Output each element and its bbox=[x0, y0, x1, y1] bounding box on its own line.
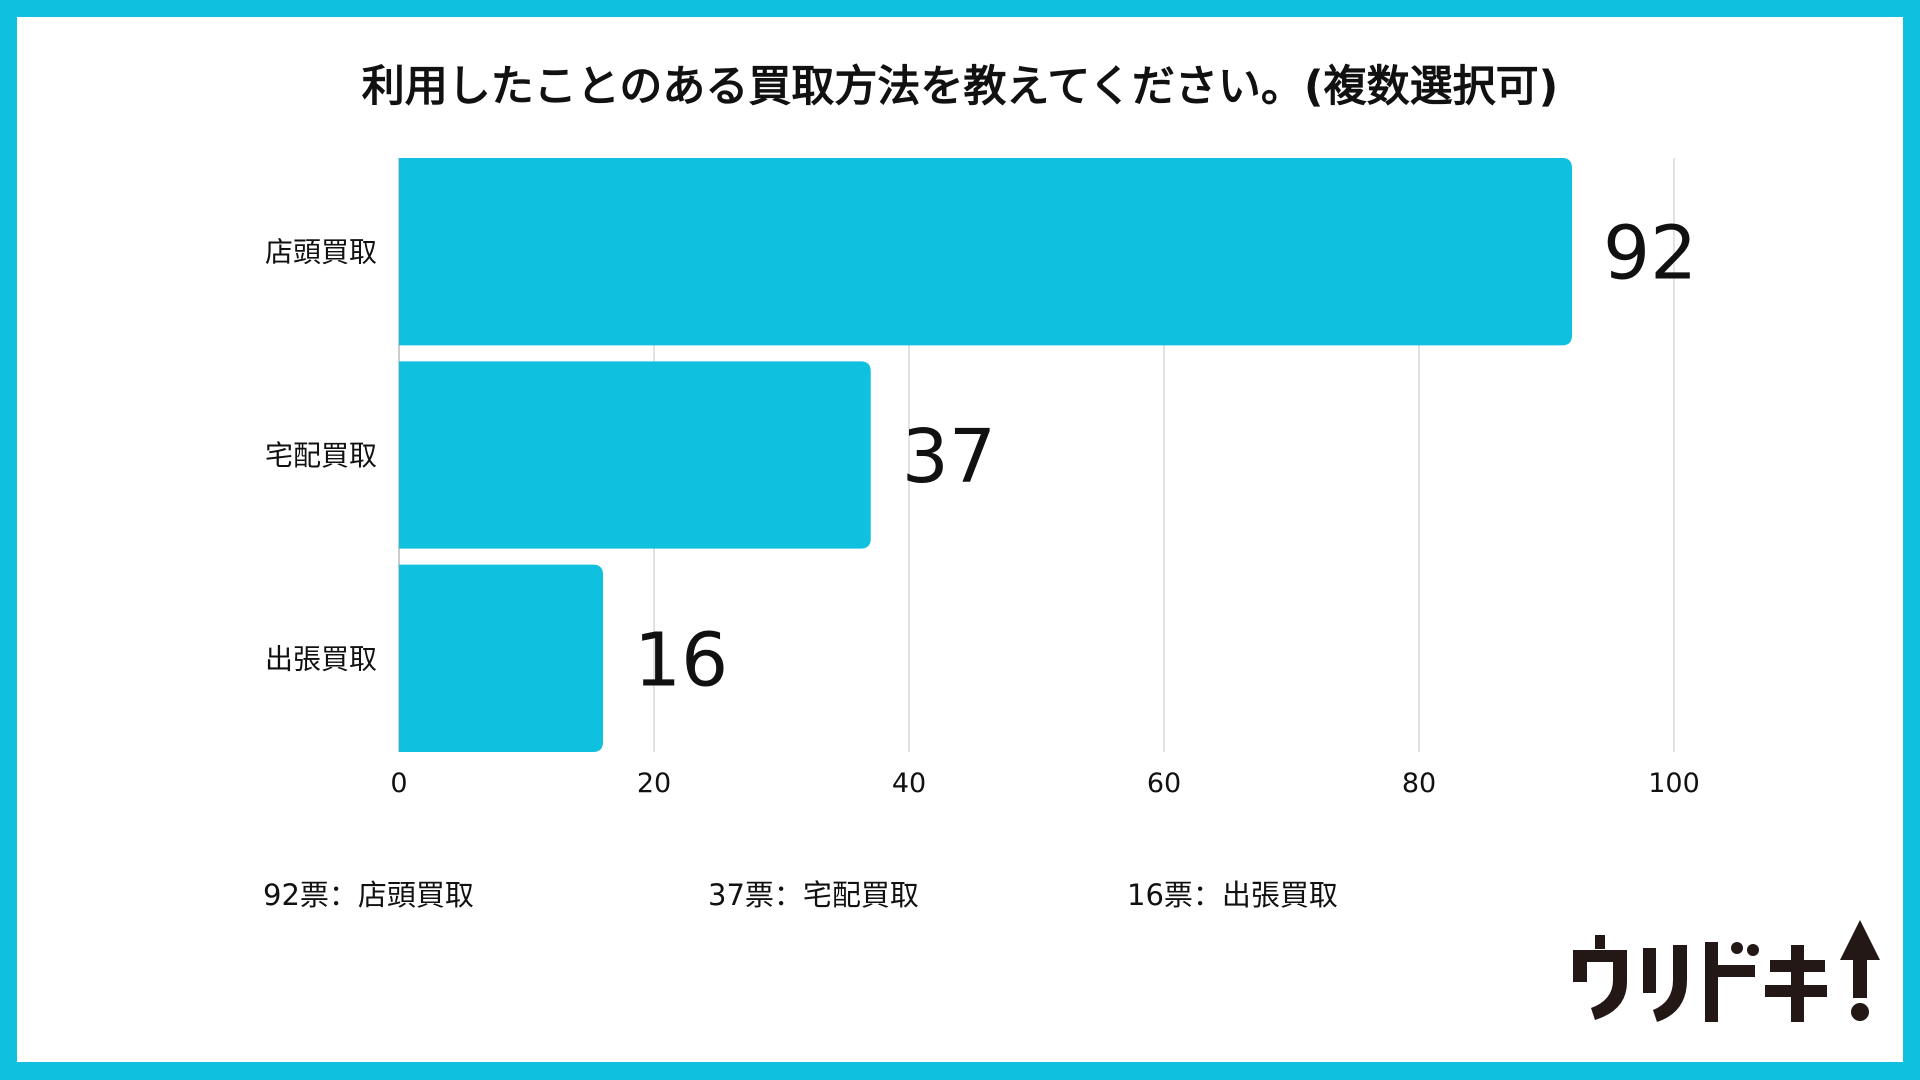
footnote-2: 37票：宅配買取 bbox=[708, 878, 919, 912]
x-tick-label: 40 bbox=[892, 768, 926, 799]
footnote-3: 16票：出張買取 bbox=[1127, 878, 1338, 912]
x-tick-label: 20 bbox=[637, 768, 671, 799]
chart-title: 利用したことのある買取方法を教えてください。(複数選択可) bbox=[361, 62, 1559, 112]
data-label: 92 bbox=[1603, 211, 1697, 297]
data-label: 16 bbox=[634, 617, 728, 703]
bar bbox=[399, 158, 1572, 346]
data-label: 37 bbox=[902, 414, 996, 500]
x-tick-label: 80 bbox=[1402, 768, 1436, 799]
x-tick-label: 100 bbox=[1648, 768, 1700, 799]
x-tick-label: 0 bbox=[390, 768, 407, 799]
bar bbox=[399, 361, 871, 549]
category-label: 出張買取 bbox=[265, 642, 377, 675]
category-label: 店頭買取 bbox=[265, 236, 377, 269]
uridoki-logo bbox=[1573, 920, 1880, 1022]
footnote-1: 92票：店頭買取 bbox=[263, 878, 474, 912]
bar bbox=[399, 564, 603, 752]
category-label: 宅配買取 bbox=[265, 439, 377, 472]
x-tick-label: 60 bbox=[1147, 768, 1181, 799]
